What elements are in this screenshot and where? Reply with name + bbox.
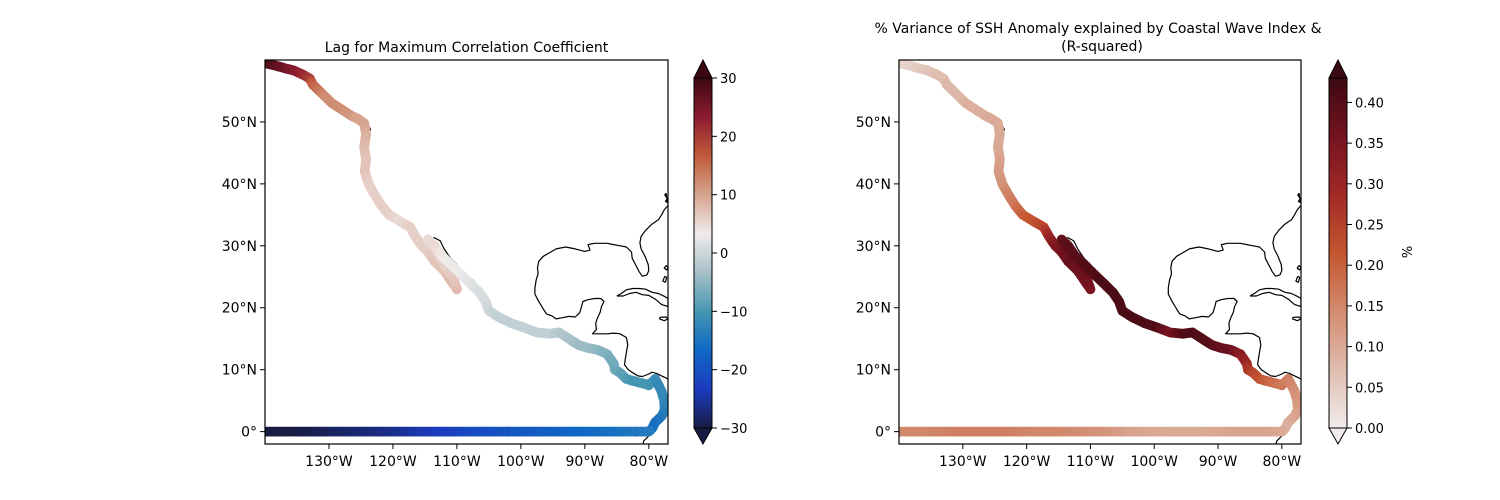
colorbar-tick-label: −20 [720, 364, 747, 379]
x-tick-label: 130°W [939, 454, 987, 470]
variance-map-frame [898, 59, 1302, 445]
lag-colorbar-extend-max [693, 58, 713, 79]
colorbar-tick-label: 20 [720, 130, 737, 145]
x-tick-label: 120°W [1003, 454, 1051, 470]
y-tick-label: 30°N [856, 239, 891, 255]
lag-map-points [265, 60, 668, 437]
colorbar-tick-label: 0.25 [1355, 219, 1384, 234]
lag-map-title: Lag for Maximum Correlation Coefficient [325, 40, 609, 56]
lag-colorbar: −30 −20 −10 0 10 20 30 [693, 58, 747, 446]
y-tick-label: 30°N [222, 239, 257, 255]
x-tick-label: 100°W [1130, 454, 1178, 470]
coastline-segment [1297, 192, 1301, 204]
coastline-segment [616, 287, 668, 308]
y-tick-label: 50°N [222, 115, 257, 131]
lag-map-panel: Lag for Maximum Correlation Coefficient … [222, 40, 669, 470]
variance-map-title-line2: (R-squared) [1061, 39, 1143, 55]
variance-colorbar: 0.00 0.05 0.10 0.15 0.20 0.25 0.30 0.35 0.40 % [1328, 58, 1416, 446]
coastline-segment [1249, 287, 1301, 308]
coastline-segment [664, 192, 668, 204]
lag-colorbar-extend-min [693, 427, 713, 446]
coastline-segment [1296, 265, 1301, 271]
x-tick-label: 110°W [1067, 454, 1115, 470]
coastline-segment [659, 316, 668, 322]
variance-colorbar-gradient [1329, 78, 1347, 428]
y-tick-label: 0° [241, 425, 257, 441]
colorbar-tick-label: 0 [720, 247, 728, 262]
variance-map-title-line1: % Variance of SSH Anomaly explained by C… [875, 21, 1322, 37]
variance-colorbar-frame [1328, 77, 1348, 429]
data-point [265, 426, 270, 437]
coastline-segment [1167, 205, 1301, 380]
x-tick-label: 80°W [1263, 454, 1302, 470]
y-tick-label: 10°N [222, 363, 257, 379]
y-tick-label: 20°N [856, 301, 891, 317]
variance-map-points [899, 60, 1301, 437]
colorbar-tick-label: 0.05 [1355, 381, 1384, 396]
coastline-segment [662, 275, 668, 283]
lag-colorbar-ticks: −30 −20 −10 0 10 20 30 [712, 72, 747, 437]
lag-map-x-axis: 130°W 120°W 110°W 100°W 90°W 80°W [305, 444, 668, 470]
colorbar-tick-label: −10 [720, 305, 747, 320]
x-tick-label: 130°W [305, 454, 353, 470]
lag-map-frame [264, 59, 669, 445]
colorbar-tick-label: 0.30 [1355, 178, 1384, 193]
variance-map-x-axis: 130°W 120°W 110°W 100°W 90°W 80°W [939, 444, 1301, 470]
variance-map-y-axis: 0° 10°N 20°N 30°N 40°N 50°N [856, 115, 899, 441]
y-tick-label: 40°N [856, 177, 891, 193]
variance-map-panel: % Variance of SSH Anomaly explained by C… [856, 21, 1322, 470]
colorbar-tick-label: 0.00 [1355, 422, 1384, 437]
coastline-segment [1295, 275, 1301, 283]
variance-colorbar-ticks: 0.00 0.05 0.10 0.15 0.20 0.25 0.30 0.35 0.40 [1347, 96, 1384, 437]
coastline-segment [663, 265, 668, 271]
variance-colorbar-label: % [1401, 246, 1416, 258]
colorbar-tick-label: −30 [720, 422, 747, 437]
y-tick-label: 0° [875, 425, 891, 441]
y-tick-label: 50°N [856, 115, 891, 131]
colorbar-tick-label: 0.15 [1355, 300, 1384, 315]
x-tick-label: 110°W [433, 454, 481, 470]
colorbar-tick-label: 30 [720, 72, 737, 87]
y-tick-label: 40°N [222, 177, 257, 193]
coastline-segment [1292, 316, 1301, 322]
colorbar-tick-label: 0.35 [1355, 137, 1384, 152]
x-tick-label: 90°W [1199, 454, 1238, 470]
lag-map-y-axis: 0° 10°N 20°N 30°N 40°N 50°N [222, 115, 265, 441]
lag-map-background [265, 60, 668, 444]
coastline-segment [534, 205, 668, 380]
x-tick-label: 80°W [629, 454, 668, 470]
x-tick-label: 100°W [497, 454, 545, 470]
variance-colorbar-extend-min [1328, 427, 1348, 446]
variance-colorbar-extend-max [1328, 58, 1348, 79]
lag-colorbar-gradient [694, 78, 712, 428]
colorbar-tick-label: 0.40 [1355, 96, 1384, 111]
data-point [899, 426, 904, 437]
x-tick-label: 120°W [369, 454, 417, 470]
colorbar-tick-label: 0.10 [1355, 341, 1384, 356]
y-tick-label: 20°N [222, 301, 257, 317]
x-tick-label: 90°W [566, 454, 605, 470]
variance-map-background [899, 60, 1301, 444]
colorbar-tick-label: 10 [720, 189, 737, 204]
colorbar-tick-label: 0.20 [1355, 259, 1384, 274]
y-tick-label: 10°N [856, 363, 891, 379]
